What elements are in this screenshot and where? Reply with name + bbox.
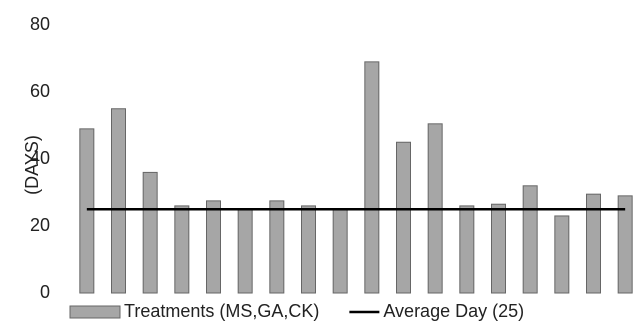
bar — [206, 200, 221, 294]
legend-swatch — [69, 305, 121, 319]
legend-label: Treatments (MS,GA,CK) — [124, 301, 319, 321]
bar — [332, 208, 348, 294]
bar — [301, 205, 316, 294]
legend-label: Average Day (25) — [383, 301, 524, 321]
bar — [554, 215, 570, 294]
bar — [364, 61, 380, 294]
y-tick-label: 20 — [30, 215, 50, 235]
bar — [142, 171, 158, 294]
bar — [79, 128, 95, 294]
bar — [269, 200, 285, 294]
bar — [491, 203, 506, 294]
y-tick-label: 60 — [30, 81, 50, 101]
bar — [586, 193, 601, 294]
bar — [174, 205, 190, 294]
bar — [522, 185, 538, 294]
bar — [396, 141, 411, 294]
bar — [459, 205, 475, 294]
bar — [237, 208, 253, 294]
bar — [111, 108, 126, 294]
y-tick-label: 0 — [40, 282, 50, 302]
bar — [617, 195, 633, 294]
y-axis-label: (DAYS) — [22, 135, 42, 195]
y-tick-label: 40 — [30, 148, 50, 168]
y-tick-label: 80 — [30, 14, 50, 34]
